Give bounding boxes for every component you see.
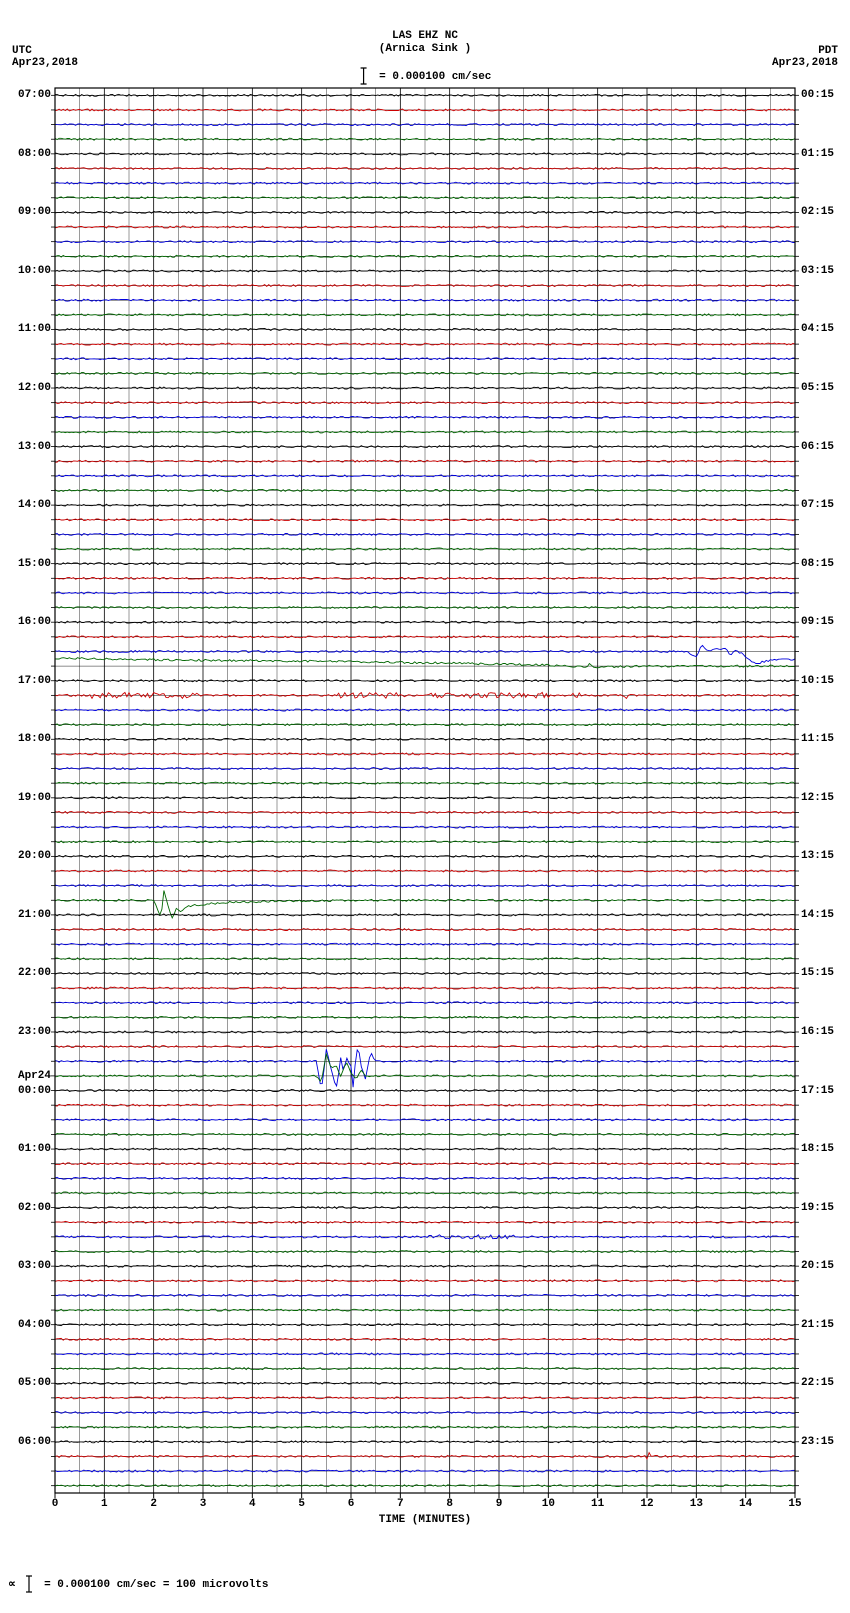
footer-scale: ∝ = 0.000100 cm/sec = 100 microvolts (8, 1575, 269, 1593)
utc-hour-label: 04:00 (18, 1319, 51, 1331)
utc-hour-label: 07:00 (18, 89, 51, 101)
utc-hour-label: 06:00 (18, 1436, 51, 1448)
pdt-hour-label: 06:15 (801, 441, 834, 453)
pdt-hour-label: 15:15 (801, 967, 834, 979)
date-left: Apr23,2018 (12, 57, 78, 69)
pdt-hour-label: 05:15 (801, 382, 834, 394)
footer-text: = 0.000100 cm/sec = 100 microvolts (37, 1579, 268, 1591)
utc-hour-label: 12:00 (18, 382, 51, 394)
pdt-hour-label: 04:15 (801, 323, 834, 335)
utc-hour-label: 17:00 (18, 675, 51, 687)
pdt-hour-label: 19:15 (801, 1202, 834, 1214)
x-tick-label: 8 (446, 1498, 453, 1510)
scale-text-top: = 0.000100 cm/sec (373, 71, 492, 83)
pdt-hour-label: 23:15 (801, 1436, 834, 1448)
x-tick-label: 3 (200, 1498, 207, 1510)
x-tick-label: 13 (690, 1498, 703, 1510)
pdt-hour-label: 11:15 (801, 733, 834, 745)
pdt-hour-label: 14:15 (801, 909, 834, 921)
left-time-axis: 07:00 08:00 09:00 10:00 11:00 12:00 13:00 14:00… (0, 88, 51, 1493)
utc-hour-label: 10:00 (18, 265, 51, 277)
footer-prefix: ∝ (8, 1579, 15, 1591)
pdt-hour-label: 09:15 (801, 616, 834, 628)
station-subtitle: (Arnica Sink ) (379, 43, 471, 55)
utc-hour-label: 13:00 (18, 441, 51, 453)
utc-hour-label: 01:00 (18, 1143, 51, 1155)
pdt-hour-label: 17:15 (801, 1085, 834, 1097)
utc-hour-label: 05:00 (18, 1377, 51, 1389)
tz-left: UTC (12, 45, 32, 57)
x-tick-label: 11 (591, 1498, 604, 1510)
right-time-axis: 00:15 01:15 02:15 03:15 04:15 05:15 06:15 07:15… (801, 88, 850, 1493)
x-tick-label: 6 (348, 1498, 355, 1510)
pdt-hour-label: 02:15 (801, 206, 834, 218)
pdt-hour-label: 01:15 (801, 148, 834, 160)
pdt-hour-label: 07:15 (801, 499, 834, 511)
x-tick-label: 14 (739, 1498, 752, 1510)
scale-bar-icon (24, 1575, 34, 1593)
utc-hour-label: 20:00 (18, 850, 51, 862)
pdt-hour-label: 22:15 (801, 1377, 834, 1389)
utc-hour-label: 14:00 (18, 499, 51, 511)
x-tick-label: 0 (52, 1498, 59, 1510)
x-tick-label: 5 (298, 1498, 305, 1510)
x-tick-label: 2 (150, 1498, 157, 1510)
utc-hour-label: 15:00 (18, 558, 51, 570)
utc-hour-label: 11:00 (18, 323, 51, 335)
utc-hour-label: 00:00 (18, 1085, 51, 1097)
utc-hour-label: 08:00 (18, 148, 51, 160)
utc-hour-label: 22:00 (18, 967, 51, 979)
helicorder-plot (55, 88, 795, 1493)
x-tick-label: 9 (496, 1498, 503, 1510)
x-tick-label: 12 (640, 1498, 653, 1510)
pdt-hour-label: 21:15 (801, 1319, 834, 1331)
utc-hour-label: 21:00 (18, 909, 51, 921)
pdt-hour-label: 16:15 (801, 1026, 834, 1038)
tz-right: PDT (818, 45, 838, 57)
x-axis-ticks: 0123456789101112131415 (55, 1498, 795, 1514)
x-tick-label: 15 (788, 1498, 801, 1510)
utc-hour-label: 18:00 (18, 733, 51, 745)
pdt-hour-label: 00:15 (801, 89, 834, 101)
x-tick-label: 4 (249, 1498, 256, 1510)
utc-hour-label: 03:00 (18, 1260, 51, 1272)
utc-hour-label: 23:00 (18, 1026, 51, 1038)
pdt-hour-label: 12:15 (801, 792, 834, 804)
pdt-hour-label: 20:15 (801, 1260, 834, 1272)
utc-hour-label: 19:00 (18, 792, 51, 804)
date-right: Apr23,2018 (772, 57, 838, 69)
pdt-hour-label: 13:15 (801, 850, 834, 862)
utc-hour-label: 09:00 (18, 206, 51, 218)
x-tick-label: 10 (542, 1498, 555, 1510)
station-title: LAS EHZ NC (392, 30, 458, 42)
utc-date-midlabel: Apr24 (18, 1070, 51, 1082)
x-tick-label: 1 (101, 1498, 108, 1510)
pdt-hour-label: 18:15 (801, 1143, 834, 1155)
scale-bar-top: = 0.000100 cm/sec (359, 67, 492, 85)
x-axis-label: TIME (MINUTES) (379, 1514, 471, 1526)
x-tick-label: 7 (397, 1498, 404, 1510)
utc-hour-label: 16:00 (18, 616, 51, 628)
pdt-hour-label: 03:15 (801, 265, 834, 277)
scale-bar-icon (359, 67, 369, 85)
utc-hour-label: 02:00 (18, 1202, 51, 1214)
pdt-hour-label: 08:15 (801, 558, 834, 570)
pdt-hour-label: 10:15 (801, 675, 834, 687)
